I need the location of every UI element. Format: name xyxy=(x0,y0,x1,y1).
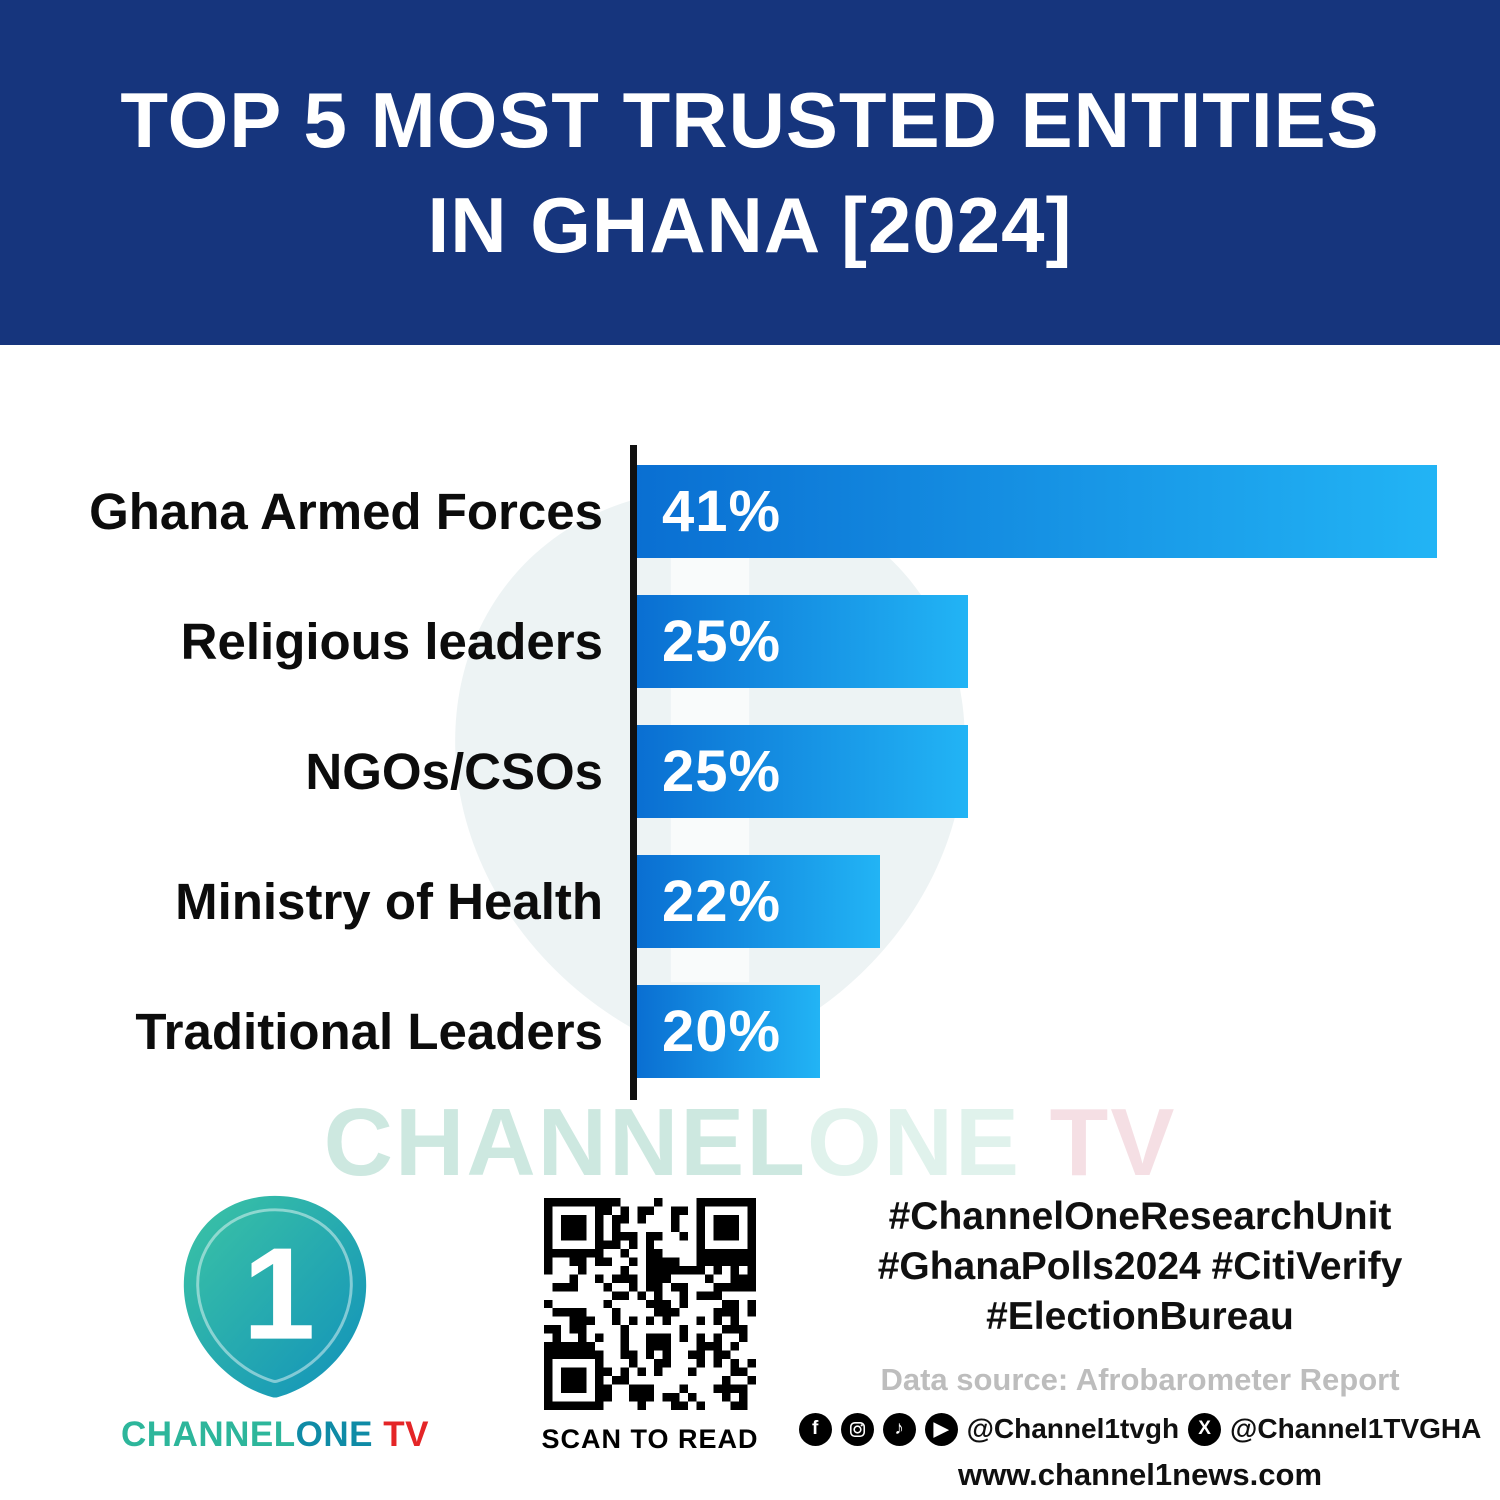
category-label: NGOs/CSOs xyxy=(305,743,603,800)
chart-bar: 41% xyxy=(637,465,1437,558)
channel-one-logo-icon: 1 xyxy=(183,1195,367,1398)
channel-one-wordmark: CHANNELONE TV xyxy=(120,1415,430,1455)
x-icon: X xyxy=(1188,1412,1222,1446)
chart-bar: 25% xyxy=(637,595,968,688)
category-label: Traditional Leaders xyxy=(135,1003,603,1060)
value-label: 41% xyxy=(662,479,782,544)
footer-info: #ChannelOneResearchUnit #GhanaPolls2024 … xyxy=(798,1192,1481,1493)
wordmark-one: ONE xyxy=(295,1415,373,1454)
qr-block: SCAN TO READ xyxy=(535,1198,765,1455)
chart-bar: 20% xyxy=(637,985,820,1078)
qr-caption: SCAN TO READ xyxy=(541,1424,759,1454)
category-label: Ministry of Health xyxy=(175,873,603,930)
title-line-2: IN GHANA [2024] xyxy=(427,180,1073,269)
tiktok-icon: ♪ xyxy=(882,1412,916,1446)
social-handle-primary: @Channel1tvgh xyxy=(966,1413,1180,1445)
bar-chart: Ghana Armed Forces 41% Religious leaders… xyxy=(0,445,1500,1100)
watermark-tv: TV xyxy=(1021,1089,1177,1196)
social-handle-x: @Channel1TVGHA xyxy=(1230,1413,1482,1445)
value-label: 25% xyxy=(662,739,782,804)
logo-numeral: 1 xyxy=(243,1221,316,1367)
chart-row-traditional-leaders: Traditional Leaders 20% xyxy=(0,985,1500,1078)
value-label: 20% xyxy=(662,999,782,1064)
hashtags: #ChannelOneResearchUnit #GhanaPolls2024 … xyxy=(850,1192,1430,1342)
wordmark-tv: TV xyxy=(373,1415,429,1454)
chart-rows: Ghana Armed Forces 41% Religious leaders… xyxy=(0,465,1500,1078)
facebook-icon: f xyxy=(798,1412,832,1446)
youtube-icon: ▶ xyxy=(924,1412,958,1446)
value-label: 22% xyxy=(662,869,782,934)
wordmark-channel: CHANNEL xyxy=(121,1415,296,1454)
header-banner: TOP 5 MOST TRUSTED ENTITIES IN GHANA [20… xyxy=(0,0,1500,345)
channel-one-logo: 1 CHANNELONE TV xyxy=(120,1188,430,1455)
instagram-icon xyxy=(840,1412,874,1446)
chart-row-ministry-of-health: Ministry of Health 22% xyxy=(0,855,1500,948)
chart-row-religious-leaders: Religious leaders 25% xyxy=(0,595,1500,688)
chart-bar: 25% xyxy=(637,725,968,818)
watermark-one: ONE xyxy=(806,1089,1021,1196)
value-label: 25% xyxy=(662,609,782,674)
hashtag-line-1: #ChannelOneResearchUnit xyxy=(888,1195,1392,1238)
watermark-channel: CHANNEL xyxy=(323,1089,807,1196)
qr-code xyxy=(544,1198,756,1410)
category-label: Ghana Armed Forces xyxy=(89,483,603,540)
category-label: Religious leaders xyxy=(180,613,603,670)
title-line-1: TOP 5 MOST TRUSTED ENTITIES xyxy=(120,75,1380,164)
website-url: www.channel1news.com xyxy=(957,1456,1323,1492)
hashtag-line-2: #GhanaPolls2024 #CitiVerify xyxy=(877,1244,1403,1288)
social-row: f ♪ ▶ @Channel1tvgh X @Channel1TVGHA xyxy=(798,1412,1481,1446)
channel-one-text-watermark: CHANNELONE TV xyxy=(0,1088,1500,1198)
data-source: Data source: Afrobarometer Report xyxy=(880,1361,1400,1397)
chart-row-ngos-csos: NGOs/CSOs 25% xyxy=(0,725,1500,818)
page-title: TOP 5 MOST TRUSTED ENTITIES IN GHANA [20… xyxy=(120,68,1379,277)
y-axis-line xyxy=(630,445,637,1100)
chart-row-ghana-armed-forces: Ghana Armed Forces 41% xyxy=(0,465,1500,558)
hashtag-line-3: #ElectionBureau xyxy=(986,1294,1294,1338)
chart-bar: 22% xyxy=(637,855,880,948)
